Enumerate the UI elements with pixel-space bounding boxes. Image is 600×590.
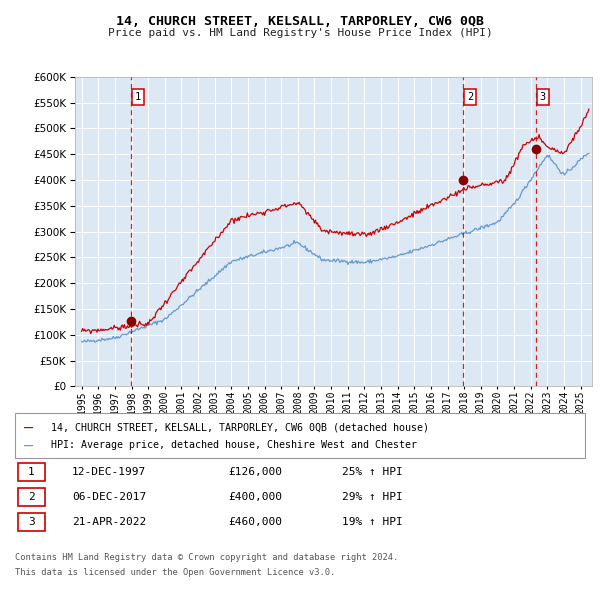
Text: 12-DEC-1997: 12-DEC-1997 (72, 467, 146, 477)
Text: 2: 2 (28, 492, 35, 502)
Text: 3: 3 (28, 517, 35, 527)
Text: 14, CHURCH STREET, KELSALL, TARPORLEY, CW6 0QB: 14, CHURCH STREET, KELSALL, TARPORLEY, C… (116, 15, 484, 28)
Text: 21-APR-2022: 21-APR-2022 (72, 517, 146, 527)
Text: £460,000: £460,000 (228, 517, 282, 527)
Text: 2: 2 (467, 92, 473, 102)
Text: 19% ↑ HPI: 19% ↑ HPI (342, 517, 403, 527)
Text: —: — (24, 419, 33, 434)
Text: £126,000: £126,000 (228, 467, 282, 477)
Text: Contains HM Land Registry data © Crown copyright and database right 2024.: Contains HM Land Registry data © Crown c… (15, 553, 398, 562)
Text: 06-DEC-2017: 06-DEC-2017 (72, 492, 146, 502)
Text: 1: 1 (135, 92, 141, 102)
Text: 1: 1 (28, 467, 35, 477)
Text: This data is licensed under the Open Government Licence v3.0.: This data is licensed under the Open Gov… (15, 568, 335, 577)
Text: 25% ↑ HPI: 25% ↑ HPI (342, 467, 403, 477)
Text: HPI: Average price, detached house, Cheshire West and Chester: HPI: Average price, detached house, Ches… (51, 440, 417, 450)
Text: Price paid vs. HM Land Registry's House Price Index (HPI): Price paid vs. HM Land Registry's House … (107, 28, 493, 38)
Text: 14, CHURCH STREET, KELSALL, TARPORLEY, CW6 0QB (detached house): 14, CHURCH STREET, KELSALL, TARPORLEY, C… (51, 422, 429, 432)
Text: 3: 3 (540, 92, 546, 102)
Text: 29% ↑ HPI: 29% ↑ HPI (342, 492, 403, 502)
Text: —: — (24, 438, 33, 453)
Text: £400,000: £400,000 (228, 492, 282, 502)
